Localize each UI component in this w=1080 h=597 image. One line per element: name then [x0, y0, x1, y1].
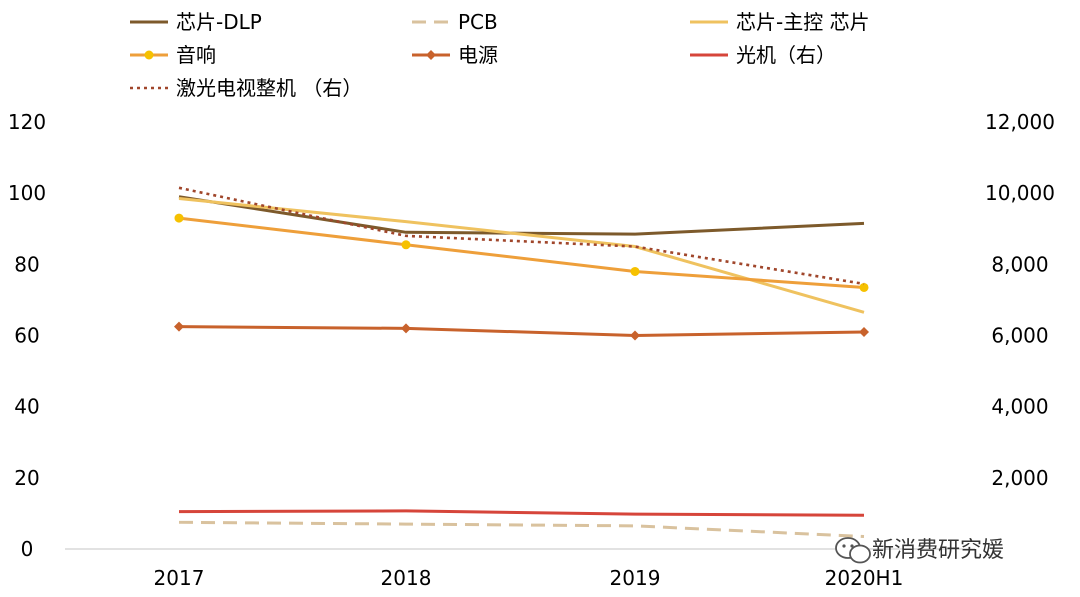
- legend-item: 电源: [412, 43, 498, 67]
- legend-label: 光机（右）: [736, 43, 836, 67]
- left-tick-label: 100: [8, 181, 46, 205]
- series-0: [178, 195, 865, 236]
- series-line: [178, 216, 865, 289]
- series-line: [178, 197, 865, 314]
- right-tick-label: 12,000: [985, 110, 1055, 134]
- left-tick-label: 120: [8, 110, 46, 134]
- legend-marker: [144, 50, 154, 60]
- legend-item: 光机（右）: [690, 43, 836, 67]
- left-tick-label: 80: [14, 252, 39, 276]
- watermark-text: 新消费研究媛: [872, 538, 1004, 563]
- legend-item: PCB: [412, 10, 498, 34]
- legend-marker: [426, 50, 436, 60]
- data-point: [174, 321, 184, 332]
- x-tick-label: 2019: [610, 566, 661, 590]
- left-tick-label: 0: [21, 537, 34, 561]
- legend-label: 电源: [458, 43, 498, 67]
- x-axis: 2017 2018 2019 2020H1: [154, 566, 904, 590]
- right-tick-label: 4,000: [991, 395, 1048, 419]
- left-tick-label: 20: [14, 466, 39, 490]
- series-6: [178, 186, 865, 286]
- series-3: [174, 213, 869, 292]
- legend-item: 激光电视整机 （右）: [130, 76, 362, 100]
- right-tick-label: 6,000: [991, 324, 1048, 348]
- data-point: [630, 266, 640, 276]
- series-layer: [174, 186, 869, 539]
- legend-label: 音响: [176, 43, 216, 67]
- series-line: [178, 195, 865, 236]
- series-line: [178, 325, 865, 337]
- data-point: [630, 330, 640, 341]
- data-point: [401, 240, 411, 250]
- right-tick-label: 2,000: [991, 466, 1048, 490]
- left-tick-label: 60: [14, 324, 39, 348]
- x-tick-label: 2020H1: [825, 566, 904, 590]
- series-line: [178, 186, 865, 286]
- right-tick-label: 10,000: [985, 181, 1055, 205]
- data-point: [859, 282, 869, 292]
- data-point: [859, 326, 869, 337]
- left-axis: 0 20 40 60 80 100 120: [8, 110, 46, 561]
- right-axis: 2,000 4,000 6,000 8,000 10,000 12,000: [985, 110, 1055, 490]
- series-2: [178, 197, 865, 314]
- series-line: [178, 520, 865, 539]
- legend-label: 芯片-DLP: [176, 10, 262, 34]
- legend-label: 激光电视整机 （右）: [176, 76, 362, 100]
- legend-item: 音响: [130, 43, 216, 67]
- series-line: [178, 509, 865, 517]
- x-tick-label: 2017: [154, 566, 205, 590]
- data-point: [401, 323, 411, 334]
- wechat-icon: [835, 537, 871, 564]
- series-4: [174, 321, 869, 341]
- right-tick-label: 8,000: [991, 252, 1048, 276]
- legend-item: 芯片-DLP: [130, 10, 262, 34]
- legend-item: 芯片-主控 芯片: [690, 10, 870, 34]
- series-1: [178, 520, 865, 539]
- legend-label: PCB: [458, 10, 498, 34]
- legend-label: 芯片-主控 芯片: [736, 10, 870, 34]
- data-point: [174, 213, 184, 223]
- x-tick-label: 2018: [381, 566, 432, 590]
- left-tick-label: 40: [14, 395, 39, 419]
- series-5: [178, 509, 865, 517]
- watermark: 新消费研究媛: [835, 537, 1004, 564]
